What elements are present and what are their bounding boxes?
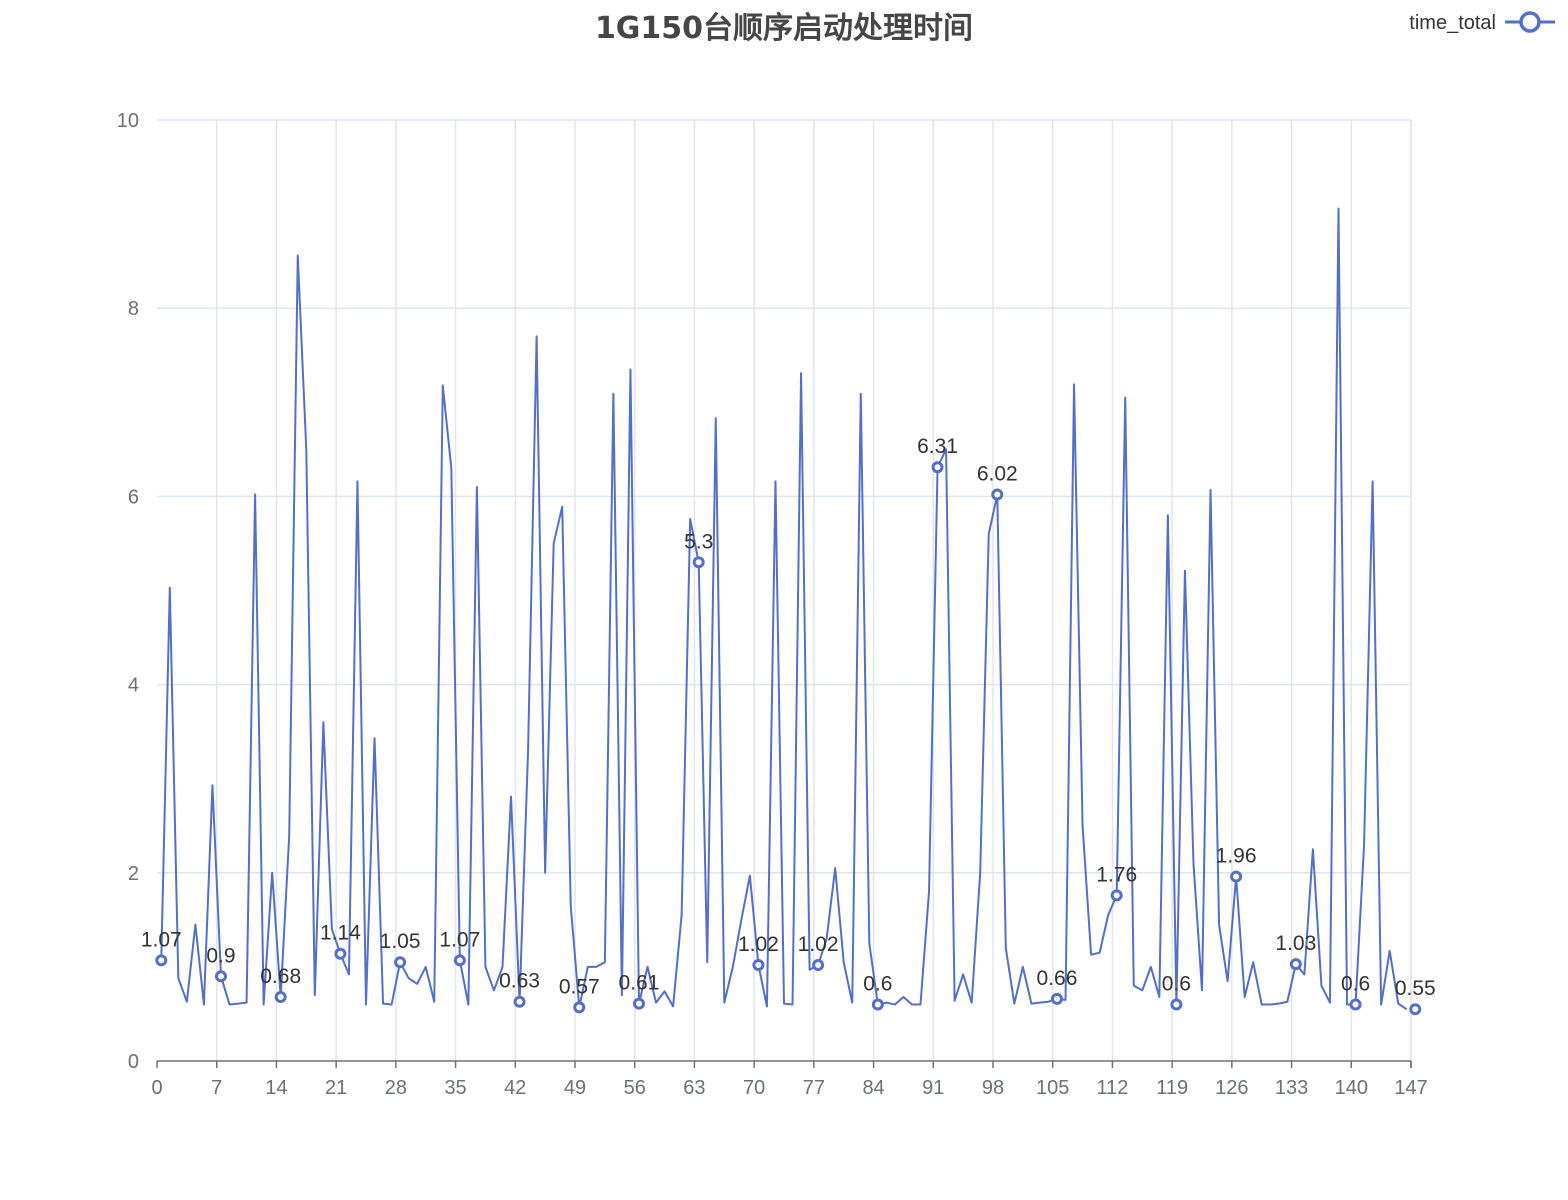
data-label: 1.14: [320, 922, 361, 945]
y-tick-label: 6: [128, 486, 139, 508]
x-tick-label: 0: [151, 1077, 162, 1099]
data-point[interactable]: [1170, 998, 1183, 1011]
x-tick-label: 21: [325, 1077, 347, 1099]
x-tick-label: 84: [862, 1077, 884, 1099]
data-point[interactable]: [991, 488, 1004, 501]
data-point[interactable]: [573, 1001, 586, 1014]
x-tick-label: 140: [1335, 1077, 1368, 1099]
data-point[interactable]: [1289, 958, 1302, 971]
data-label: 0.57: [559, 975, 600, 998]
data-points: [155, 461, 1422, 1016]
x-tick-label: 147: [1394, 1077, 1427, 1099]
data-label: 0.55: [1395, 977, 1436, 1000]
x-tick-label: 14: [265, 1077, 287, 1099]
x-tick-label: 70: [743, 1077, 765, 1099]
data-point[interactable]: [812, 959, 825, 972]
data-point[interactable]: [1409, 1003, 1422, 1016]
data-point[interactable]: [274, 991, 287, 1004]
data-point[interactable]: [752, 959, 765, 972]
data-label: 0.6: [1162, 973, 1191, 996]
y-tick-label: 0: [128, 1051, 139, 1073]
data-point[interactable]: [453, 954, 466, 967]
grid: [157, 119, 1412, 1061]
y-tick-label: 10: [117, 110, 139, 132]
data-point[interactable]: [334, 947, 347, 960]
x-tick-label: 49: [564, 1077, 586, 1099]
x-tick-label: 77: [803, 1077, 825, 1099]
data-label: 1.02: [798, 933, 839, 956]
data-label: 1.03: [1275, 932, 1316, 955]
data-label: 0.9: [206, 944, 235, 967]
data-point[interactable]: [1230, 870, 1243, 883]
data-point[interactable]: [871, 998, 884, 1011]
data-point[interactable]: [931, 461, 944, 474]
data-label: 1.07: [439, 928, 480, 951]
legend-label: time_total: [1409, 12, 1496, 34]
x-tick-label: 42: [504, 1077, 526, 1099]
data-label: 1.05: [380, 930, 421, 953]
x-tick-label: 105: [1036, 1077, 1069, 1099]
data-labels: 1.07 0.9 0.68 1.14 1.05 1.07 0.63 0.57 0.61 5.3 1.…: [141, 435, 1436, 1000]
data-label: 6.31: [917, 435, 958, 458]
y-tick-label: 2: [128, 863, 139, 885]
x-tick-label: 28: [385, 1077, 407, 1099]
y-tick-label: 8: [128, 298, 139, 320]
data-label: 5.3: [684, 530, 713, 553]
legend-marker-icon: [1519, 11, 1541, 33]
x-tick-label: 7: [211, 1077, 222, 1099]
data-label: 0.6: [863, 973, 892, 996]
x-axis: 0 7 14 21 28 35 42 49 56 63 70 77 84 91 98 105 112 119 126…: [151, 1060, 1428, 1099]
data-label: 0.61: [619, 972, 660, 995]
data-label: 0.6: [1341, 973, 1370, 996]
data-label: 6.02: [977, 463, 1018, 486]
data-point[interactable]: [632, 997, 645, 1010]
data-point[interactable]: [214, 970, 227, 983]
y-axis: 0 2 4 6 8 10: [117, 110, 139, 1073]
y-tick-label: 4: [128, 675, 139, 697]
x-tick-label: 91: [922, 1077, 944, 1099]
data-label: 0.63: [499, 970, 540, 993]
data-point[interactable]: [513, 995, 526, 1008]
data-point[interactable]: [1110, 889, 1123, 902]
data-label: 0.66: [1037, 967, 1078, 990]
data-point[interactable]: [1050, 992, 1063, 1005]
legend[interactable]: time_total: [1409, 11, 1555, 34]
chart-title: 1G150台顺序启动处理时间: [595, 11, 973, 46]
data-point[interactable]: [155, 954, 168, 967]
x-tick-label: 112: [1096, 1077, 1128, 1099]
data-point[interactable]: [692, 556, 705, 569]
series-line-time-total: [160, 207, 1408, 1011]
x-tick-label: 63: [683, 1077, 705, 1099]
x-tick-label: 98: [982, 1077, 1004, 1099]
data-point[interactable]: [394, 956, 407, 969]
x-tick-label: 119: [1156, 1077, 1188, 1099]
data-label: 1.76: [1096, 863, 1137, 886]
x-tick-label: 35: [444, 1077, 466, 1099]
x-tick-label: 133: [1275, 1077, 1308, 1099]
data-point[interactable]: [1349, 998, 1362, 1011]
data-label: 0.68: [260, 965, 301, 988]
x-tick-label: 56: [624, 1077, 646, 1099]
data-label: 1.96: [1216, 845, 1257, 868]
data-label: 1.02: [738, 933, 779, 956]
data-label: 1.07: [141, 928, 182, 951]
x-tick-label: 126: [1215, 1077, 1248, 1099]
